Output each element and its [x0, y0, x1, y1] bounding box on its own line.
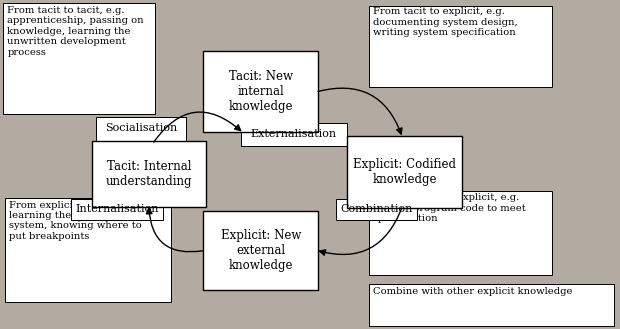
FancyBboxPatch shape: [369, 191, 552, 275]
FancyBboxPatch shape: [71, 199, 163, 220]
FancyBboxPatch shape: [203, 211, 318, 290]
FancyBboxPatch shape: [369, 6, 552, 87]
Text: Explicit: Codified
knowledge: Explicit: Codified knowledge: [353, 158, 456, 186]
Text: From explicit to explicit, e.g.
writing program code to meet
specification: From explicit to explicit, e.g. writing …: [373, 193, 526, 223]
Text: From tacit to tacit, e.g.
apprenticeship, passing on
knowledge, learning the
unw: From tacit to tacit, e.g. apprenticeship…: [7, 6, 144, 57]
Text: Explicit: New
external
knowledge: Explicit: New external knowledge: [221, 229, 301, 272]
Text: Combination: Combination: [340, 204, 412, 214]
FancyBboxPatch shape: [96, 117, 186, 141]
FancyBboxPatch shape: [203, 51, 318, 132]
Text: Socialisation: Socialisation: [105, 123, 177, 133]
Text: Internalisation: Internalisation: [76, 204, 159, 214]
Text: Combine with other explicit knowledge: Combine with other explicit knowledge: [373, 287, 573, 296]
Text: Tacit: New
internal
knowledge: Tacit: New internal knowledge: [228, 70, 293, 113]
FancyBboxPatch shape: [336, 199, 417, 220]
FancyBboxPatch shape: [3, 3, 155, 114]
Text: From explicit to tacit, e.g.
learning the workings of the
system, knowing where : From explicit to tacit, e.g. learning th…: [9, 201, 154, 241]
Text: Tacit: Internal
understanding: Tacit: Internal understanding: [106, 160, 192, 188]
FancyBboxPatch shape: [5, 198, 171, 302]
FancyBboxPatch shape: [347, 136, 462, 208]
FancyBboxPatch shape: [241, 123, 347, 146]
FancyBboxPatch shape: [369, 284, 614, 326]
Text: Externalisation: Externalisation: [251, 129, 337, 139]
Text: From tacit to explicit, e.g.
documenting system design,
writing system specifica: From tacit to explicit, e.g. documenting…: [373, 7, 518, 37]
FancyBboxPatch shape: [92, 141, 206, 207]
